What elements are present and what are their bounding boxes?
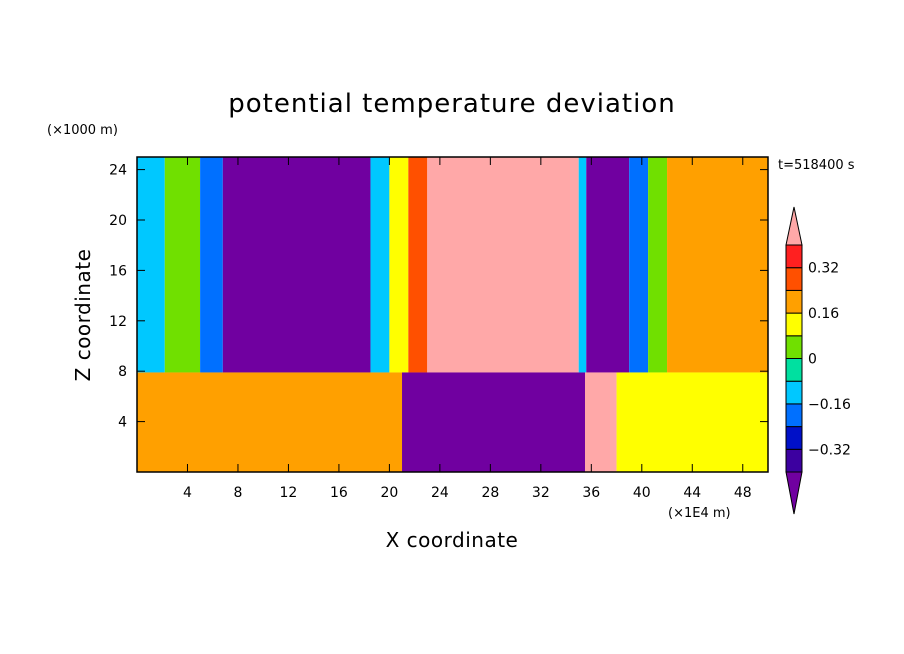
colorbar-label: 0 — [808, 352, 817, 368]
colorbar-label: 0.32 — [808, 261, 839, 277]
y-tick-label: 20 — [109, 213, 127, 229]
contour-cell — [137, 157, 165, 373]
x-tick-label: 32 — [532, 485, 550, 501]
contour-cell — [222, 157, 371, 373]
x-tick-label: 8 — [233, 485, 242, 501]
contour-cell — [629, 157, 649, 373]
contour-cell — [389, 157, 409, 373]
x-tick-label: 12 — [280, 485, 298, 501]
contour-cell — [578, 157, 587, 373]
y-axis-label: Z coordinate — [71, 249, 95, 382]
chart-title: potential temperature deviation — [228, 89, 675, 119]
contour-cell — [586, 157, 630, 373]
colorbar-label: −0.32 — [808, 442, 851, 458]
x-tick-label: 16 — [330, 485, 348, 501]
x-tick-label: 4 — [183, 485, 192, 501]
x-unit-label: (×1E4 m) — [668, 506, 731, 521]
colorbar-segment — [785, 312, 803, 337]
colorbar-segment — [785, 426, 803, 450]
contour-cell — [585, 372, 617, 472]
y-tick-label: 8 — [118, 364, 127, 380]
colorbar-segment — [785, 403, 803, 428]
contour-cell — [648, 157, 668, 373]
y-unit-label: (×1000 m) — [47, 123, 118, 138]
x-axis-label: X coordinate — [386, 528, 519, 552]
contour-cell — [137, 372, 403, 472]
colorbar-segment — [785, 358, 803, 382]
contour-field — [137, 157, 768, 472]
colorbar-segment — [785, 267, 803, 291]
contour-cell — [402, 372, 586, 472]
x-tick-label: 36 — [582, 485, 600, 501]
time-label: t=518400 s — [778, 158, 855, 173]
colorbar-segment — [785, 380, 803, 405]
colorbar-segment — [785, 335, 803, 359]
y-tick-label: 24 — [109, 163, 127, 179]
x-tick-label: 28 — [481, 485, 499, 501]
y-tick-label: 4 — [118, 415, 127, 431]
colorbar-label: −0.16 — [808, 397, 851, 413]
x-tick-label: 48 — [734, 485, 752, 501]
colorbar-segment — [785, 448, 803, 473]
x-tick-label: 20 — [380, 485, 398, 501]
colorbar-segment — [785, 289, 803, 314]
contour-cell — [616, 372, 768, 472]
y-axis: 4 8 12 16 20 24 — [109, 163, 768, 431]
contour-cell — [370, 157, 390, 373]
plot-frame — [136, 156, 769, 473]
colorbar: 0.32 0.16 0 −0.16 −0.32 — [785, 206, 851, 515]
x-tick-label: 44 — [683, 485, 701, 501]
x-axis: 4 8 12 16 20 24 28 32 36 40 44 48 — [183, 157, 752, 501]
contour-cell — [408, 157, 428, 373]
y-tick-label: 16 — [109, 263, 127, 279]
x-tick-label: 40 — [633, 485, 651, 501]
colorbar-segment — [785, 244, 803, 269]
colorbar-top-arrow — [785, 206, 803, 246]
contour-cell — [164, 157, 201, 373]
colorbar-bottom-arrow — [785, 471, 803, 515]
x-tick-label: 24 — [431, 485, 449, 501]
colorbar-label: 0.16 — [808, 306, 839, 322]
contour-cell — [200, 157, 223, 373]
contour-cell — [427, 157, 579, 373]
y-tick-label: 12 — [109, 314, 127, 330]
contour-cell — [667, 157, 768, 373]
